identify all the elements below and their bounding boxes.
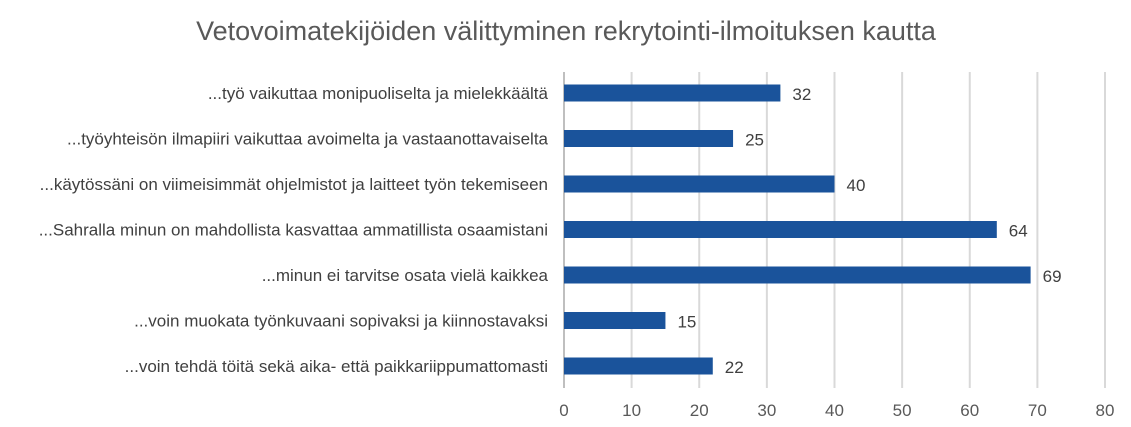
x-tick-label: 80 bbox=[1096, 401, 1115, 420]
category-labels: ...työ vaikuttaa monipuoliselta ja miele… bbox=[39, 84, 549, 376]
category-label: ...työ vaikuttaa monipuoliselta ja miele… bbox=[208, 84, 549, 103]
data-label: 64 bbox=[1009, 222, 1028, 241]
bar bbox=[564, 357, 713, 375]
category-label: ...voin tehdä töitä sekä aika- että paik… bbox=[125, 357, 548, 376]
bar bbox=[564, 266, 1031, 284]
category-label: ...käytössäni on viimeisimmät ohjelmisto… bbox=[40, 175, 548, 194]
category-label: ...voin muokata työnkuvaani sopivaksi ja… bbox=[134, 312, 548, 331]
bar bbox=[564, 84, 781, 102]
chart-title: Vetovoimatekijöiden välittyminen rekryto… bbox=[196, 16, 937, 46]
bar bbox=[564, 130, 734, 147]
data-labels: 32 25 40 64 69 15 22 bbox=[677, 85, 1061, 377]
data-label: 40 bbox=[847, 176, 866, 195]
x-axis-ticks: 0 10 20 30 40 50 60 70 80 bbox=[559, 401, 1114, 420]
category-label: ...työyhteisön ilmapiiri vaikuttaa avoim… bbox=[67, 130, 549, 149]
x-tick-label: 20 bbox=[690, 401, 709, 420]
data-label: 22 bbox=[725, 358, 744, 377]
data-label: 25 bbox=[745, 131, 764, 150]
category-label: ...minun ei tarvitse osata vielä kaikkea bbox=[262, 266, 549, 285]
x-tick-label: 70 bbox=[1028, 401, 1047, 420]
bar bbox=[564, 221, 997, 238]
x-tick-label: 60 bbox=[960, 401, 979, 420]
bar bbox=[564, 312, 666, 329]
x-tick-label: 0 bbox=[559, 401, 568, 420]
x-tick-label: 40 bbox=[825, 401, 844, 420]
data-label: 69 bbox=[1043, 267, 1062, 286]
bar bbox=[564, 175, 835, 193]
category-label: ...Sahralla minun on mahdollista kasvatt… bbox=[39, 221, 548, 240]
data-label: 15 bbox=[677, 313, 696, 332]
data-label: 32 bbox=[792, 85, 811, 104]
x-tick-label: 50 bbox=[893, 401, 912, 420]
x-tick-label: 30 bbox=[757, 401, 776, 420]
x-tick-label: 10 bbox=[622, 401, 641, 420]
bars bbox=[564, 84, 1031, 375]
